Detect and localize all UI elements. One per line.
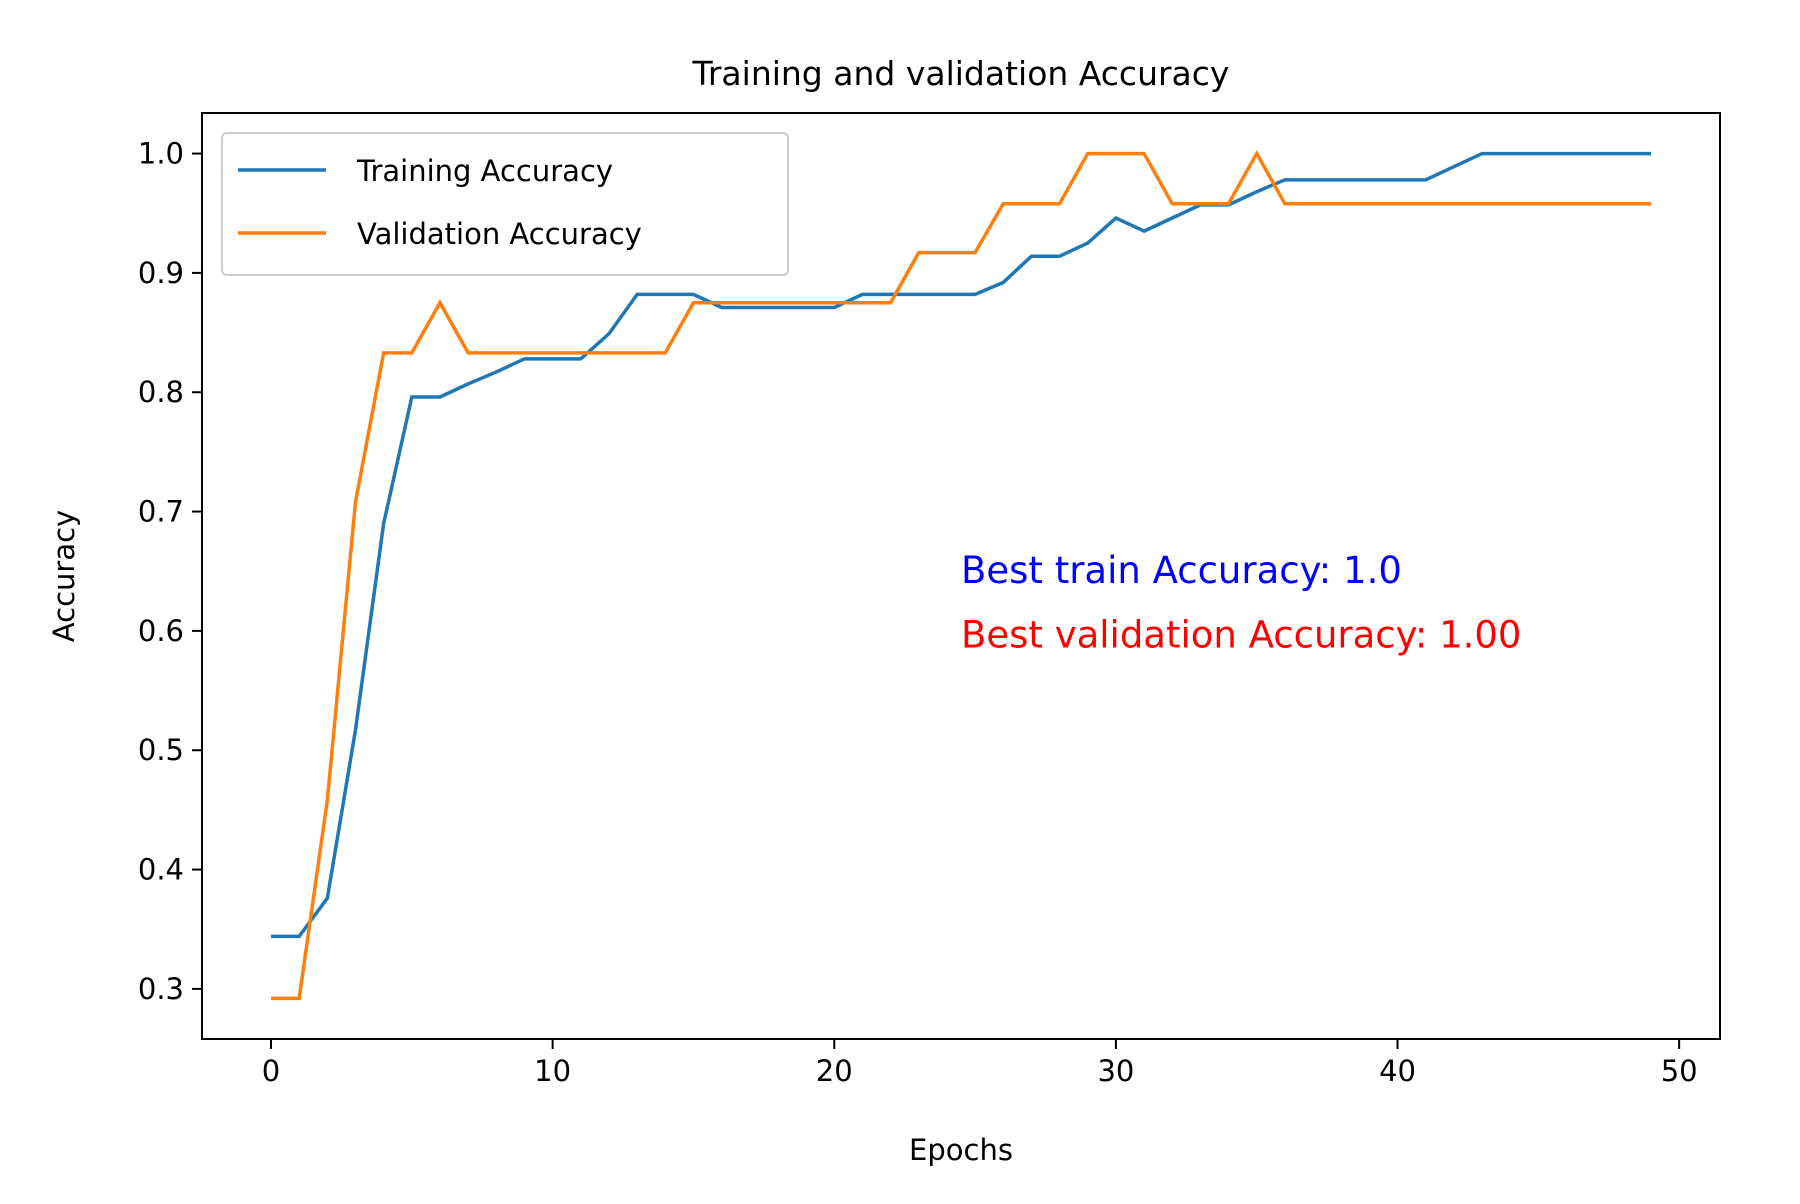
legend: Training Accuracy Validation Accuracy (221, 132, 789, 276)
x-tick-label: 50 (1661, 1054, 1698, 1088)
x-tick-label: 30 (1097, 1054, 1134, 1088)
best-validation-annotation: Best validation Accuracy: 1.00 (961, 614, 1521, 657)
x-tick-label: 20 (816, 1054, 853, 1088)
x-tick-label: 40 (1379, 1054, 1416, 1088)
chart-title: Training and validation Accuracy (692, 54, 1230, 93)
series-line-validation (271, 149, 1651, 1001)
y-axis-label: Accuracy (47, 510, 81, 642)
x-tick-label: 0 (262, 1054, 280, 1088)
legend-label-validation: Validation Accuracy (357, 217, 642, 251)
best-train-annotation: Best train Accuracy: 1.0 (961, 549, 1402, 592)
annotations: Best train Accuracy: 1.0 Best validation … (961, 549, 1521, 656)
y-tick-label: 0.9 (138, 256, 184, 290)
y-tick-label: 0.6 (138, 614, 184, 648)
legend-frame (221, 132, 789, 276)
series-line-training (271, 151, 1651, 939)
y-tick-label: 0.8 (138, 375, 184, 409)
x-axis: 0 10 20 30 40 50 (262, 1039, 1698, 1088)
plot-area-frame (201, 112, 1721, 1040)
x-axis-label: Epochs (909, 1133, 1013, 1167)
x-tick-label: 10 (534, 1054, 571, 1088)
y-tick-label: 1.0 (138, 137, 184, 171)
y-tick-label: 0.4 (138, 853, 184, 887)
y-axis: 0.3 0.4 0.5 0.6 0.7 0.8 0.9 1.0 (138, 137, 202, 1006)
y-tick-label: 0.3 (138, 972, 184, 1006)
series-layer (271, 149, 1651, 1001)
legend-label-training: Training Accuracy (356, 154, 613, 188)
y-tick-label: 0.7 (138, 495, 184, 529)
y-tick-label: 0.5 (138, 733, 184, 767)
